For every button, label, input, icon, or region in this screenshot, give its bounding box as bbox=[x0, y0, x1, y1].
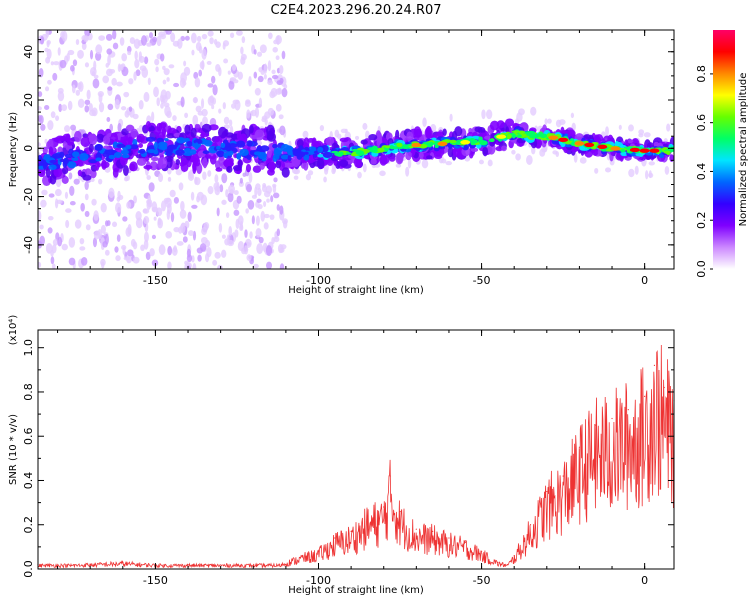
spec-y-tick-label: -20 bbox=[22, 188, 35, 206]
spectrogram-panel: -150 -100 -50 0 -40 -20 0 20 40 Height of straigh… bbox=[8, 29, 675, 296]
snr-point bbox=[383, 506, 385, 508]
snr-point bbox=[529, 524, 532, 526]
snr-point bbox=[611, 417, 613, 420]
snr-point bbox=[317, 550, 320, 552]
colorbar-tick-label: 0.4 bbox=[695, 163, 708, 181]
snr-point bbox=[334, 537, 336, 539]
colorbar-label: Normalized spectral amplitude bbox=[738, 73, 749, 227]
snr-y-tick-label: 0.8 bbox=[22, 383, 35, 401]
snr-point bbox=[562, 475, 564, 477]
snr-y-tick-label: 1.0 bbox=[22, 339, 35, 357]
snr-x-tick-label: -150 bbox=[143, 574, 168, 587]
snr-y-axis-label: SNR (10 * v/v) bbox=[8, 414, 19, 485]
snr-point bbox=[389, 475, 391, 477]
colorbar-tick-label: 0.0 bbox=[695, 260, 708, 278]
snr-point bbox=[122, 561, 124, 563]
snr-y-tick-label: 0.6 bbox=[22, 427, 35, 445]
snr-point bbox=[663, 386, 665, 389]
snr-point bbox=[415, 528, 417, 530]
spec-y-tick-label: -40 bbox=[22, 236, 35, 254]
snr-point bbox=[595, 424, 597, 426]
snr-point bbox=[644, 395, 646, 397]
colorbar-tick-label: 0.6 bbox=[695, 114, 708, 131]
snr-point bbox=[236, 563, 238, 566]
snr-point bbox=[350, 530, 352, 532]
snr-point bbox=[507, 563, 509, 566]
spec-x-tick-label: -100 bbox=[306, 274, 331, 287]
snr-point bbox=[480, 550, 483, 552]
snr-point bbox=[399, 510, 401, 513]
spec-x-axis-label: Height of straight line (km) bbox=[288, 285, 424, 296]
snr-point bbox=[497, 561, 499, 563]
snr-point bbox=[653, 364, 656, 367]
snr-point bbox=[73, 563, 75, 566]
colorbar-tick-label: 0.2 bbox=[695, 211, 708, 229]
snr-point bbox=[546, 490, 548, 493]
snr-panel: -150 -100 -50 0 0.0 0.2 0.4 0.6 0.8 1.0 Height of … bbox=[8, 315, 675, 596]
chart-title: C2E4.2023.296.20.24.R07 bbox=[270, 3, 441, 18]
colorbar: 0.0 0.2 0.4 0.6 0.8 Normalized spectral ampli… bbox=[695, 30, 749, 278]
colorbar-tick-label: 0.8 bbox=[695, 65, 708, 83]
snr-point bbox=[578, 446, 581, 448]
spec-x-tick-label: -150 bbox=[143, 274, 168, 287]
spec-y-tick-label: 0 bbox=[22, 145, 35, 152]
snr-point bbox=[448, 537, 450, 539]
snr-point bbox=[187, 563, 189, 566]
snr-x-tick-label: -50 bbox=[473, 574, 491, 587]
spec-x-tick-label: 0 bbox=[641, 274, 648, 287]
snr-x-axis-label: Height of straight line (km) bbox=[288, 585, 424, 596]
spec-y-tick-label: 20 bbox=[22, 93, 35, 107]
spec-y-axis-label: Frequency (Hz) bbox=[8, 112, 19, 188]
spectrogram-image bbox=[38, 30, 674, 269]
snr-point bbox=[278, 563, 280, 566]
spec-y-tick-label: 40 bbox=[22, 45, 35, 59]
snr-y-tick-label: 0.2 bbox=[22, 516, 35, 534]
spec-x-tick-label: -50 bbox=[473, 274, 491, 287]
snr-point bbox=[432, 530, 434, 532]
snr-scale-note: (x10⁴) bbox=[8, 315, 19, 346]
colorbar-gradient bbox=[713, 30, 735, 269]
snr-y-tick-label: 0.0 bbox=[22, 560, 35, 578]
snr-y-tick-label: 0.4 bbox=[22, 472, 35, 490]
snr-x-tick-label: 0 bbox=[641, 574, 648, 587]
snr-trace bbox=[38, 344, 674, 569]
snr-point bbox=[301, 555, 303, 557]
snr-point bbox=[366, 515, 369, 517]
snr-point bbox=[627, 409, 629, 411]
snr-x-tick-label: -100 bbox=[306, 574, 331, 587]
snr-point bbox=[513, 555, 515, 557]
snr-point bbox=[464, 541, 466, 544]
